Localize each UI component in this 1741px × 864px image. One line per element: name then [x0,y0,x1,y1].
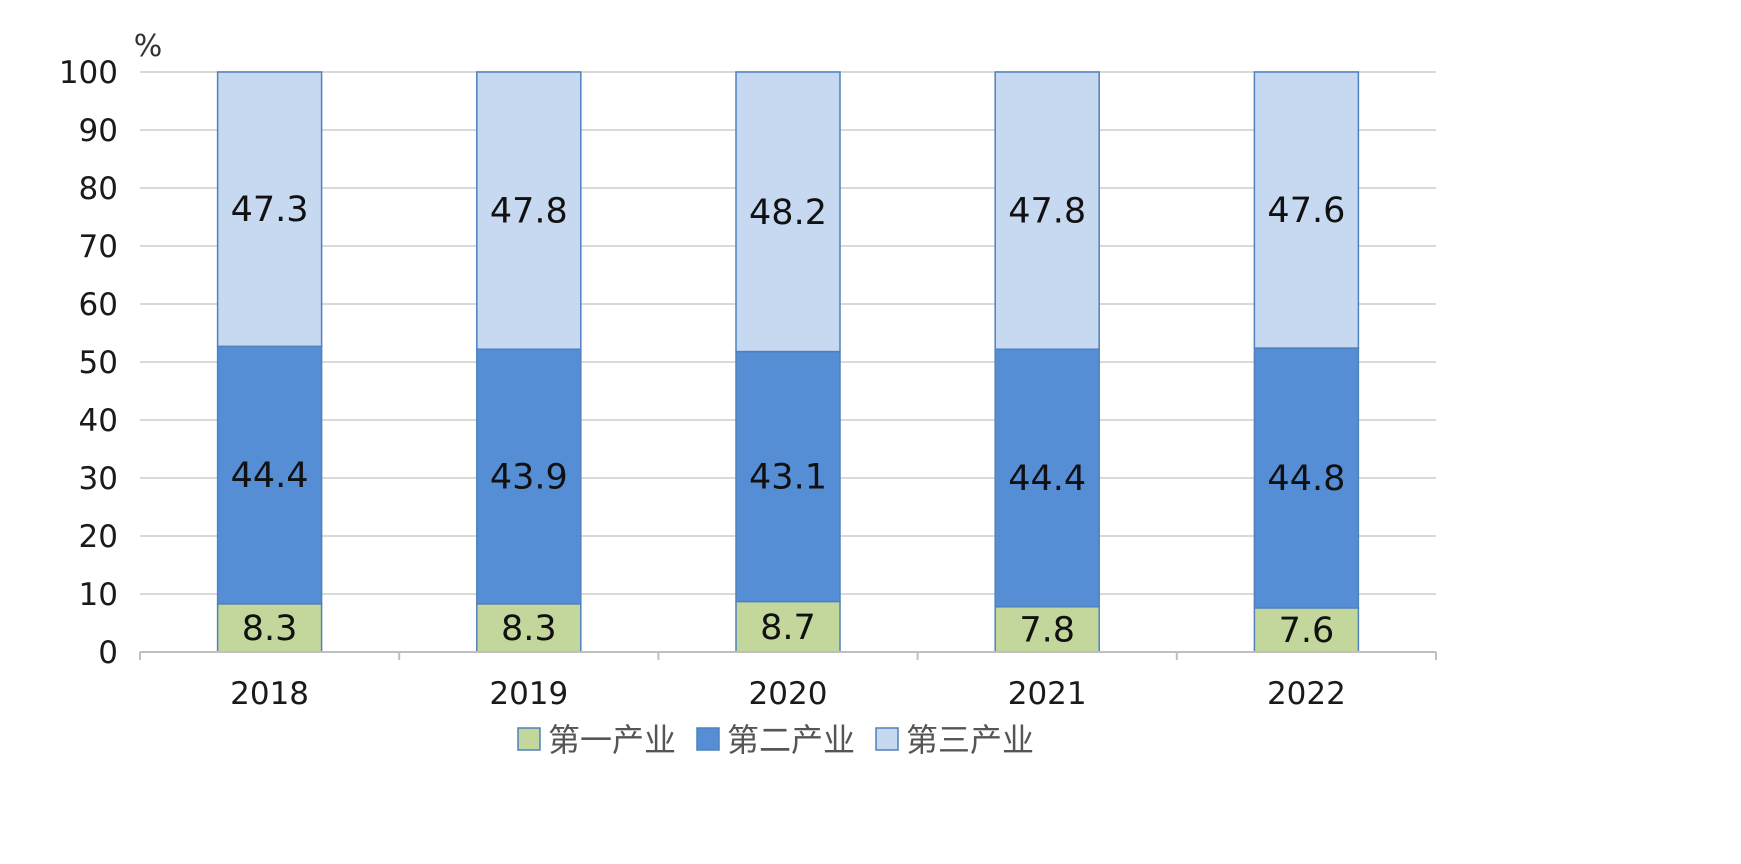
legend-label: 第二产业 [727,721,855,759]
x-tick-label: 2018 [230,676,309,712]
y-tick-label: 10 [79,577,118,613]
data-label: 8.3 [501,609,557,649]
bar-segment [1253,71,1360,349]
data-label: 44.4 [1008,459,1086,499]
legend-label: 第一产业 [548,721,676,759]
x-axis-ticks: 2018 2019 2020 2021 2022 [230,676,1346,712]
x-axis [139,651,1437,660]
x-tick-label: 2019 [489,676,568,712]
y-tick-label: 0 [98,635,118,671]
x-tick-label: 2022 [1267,676,1346,712]
bar-segment [735,600,841,653]
data-label: 48.2 [749,193,827,233]
bar-segment [735,350,841,603]
y-tick-label: 100 [59,55,118,91]
y-tick-label: 40 [79,403,118,439]
x-tick-label: 2021 [1008,676,1087,712]
data-label: 47.6 [1267,191,1345,231]
data-label: 43.9 [490,458,568,498]
y-tick-label: 50 [79,345,118,381]
data-label: 8.3 [242,609,298,649]
bar-segment [994,71,1100,350]
legend: 第一产业 第二产业 第三产业 [517,721,1034,759]
bar-segment [735,71,841,353]
bar-segment [994,348,1100,608]
bar-segment [1253,607,1360,653]
legend-swatch [875,727,899,751]
y-tick-label: 80 [79,171,118,207]
data-label: 44.4 [231,456,309,496]
data-label: 47.3 [231,190,309,230]
data-label: 47.8 [1008,192,1086,232]
data-label: 8.7 [760,608,816,648]
legend-swatch [517,727,541,751]
bar-segment [476,348,582,605]
legend-label: 第三产业 [906,721,1034,759]
data-label: 44.8 [1267,459,1345,499]
data-label: 7.6 [1279,611,1335,651]
legend-swatch [696,727,720,751]
y-tick-label: 90 [79,113,118,149]
y-tick-label: 70 [79,229,118,265]
y-tick-label: 30 [79,461,118,497]
bar-segment [994,606,1100,653]
y-axis-ticks: 0 10 20 30 40 50 60 70 80 90 100 [59,55,118,671]
bar-segment [216,345,323,605]
bar-segment [476,603,582,653]
data-label: 7.8 [1019,610,1075,650]
data-label: 47.8 [490,192,568,232]
bars [216,71,1360,653]
bar-segment [216,71,323,348]
bar-segment [476,71,582,350]
y-axis-unit-label: % [134,29,163,64]
data-label: 43.1 [749,458,827,498]
data-labels: 8.3 44.4 47.3 8.3 43.9 47.8 8.7 43.1 48.2 7.8 44.4… [231,190,1346,651]
x-tick-label: 2020 [749,676,828,712]
y-tick-label: 60 [79,287,118,323]
y-tick-label: 20 [79,519,118,555]
